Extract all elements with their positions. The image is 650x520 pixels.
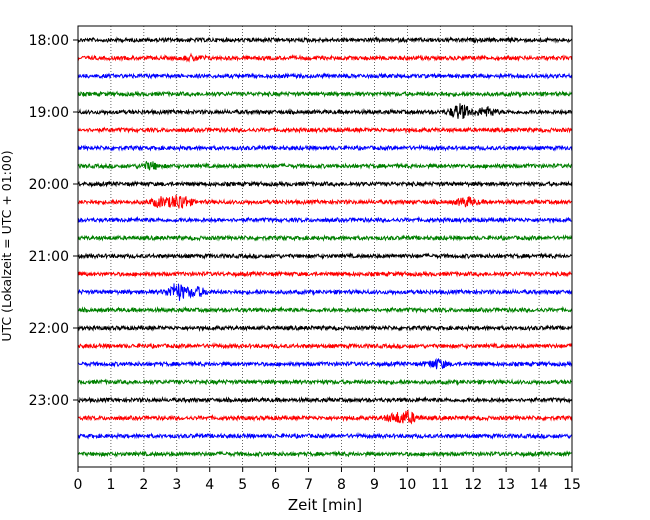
trace-layer [77,36,573,458]
x-tick-label: 6 [271,477,280,493]
x-tick-label: 2 [139,477,148,493]
y-tick-label: 23:00 [29,393,69,409]
x-tick-label: 1 [106,477,115,493]
seismic-trace [77,252,573,260]
seismic-trace [77,215,573,224]
x-tick-label: 11 [431,477,449,493]
y-tick-label: 22:00 [29,321,69,337]
x-tick-label: 13 [497,477,515,493]
y-tick-label: 19:00 [29,105,69,121]
seismic-trace [77,378,573,386]
x-tick-label: 10 [398,477,416,493]
seismic-trace [77,342,573,350]
seismic-trace [77,432,573,440]
x-axis-label: Zeit [min] [288,496,362,514]
seismic-trace [77,90,573,98]
x-tick-label: 5 [238,477,247,493]
plot-frame [77,25,573,468]
x-tick-label: 9 [370,477,379,493]
x-tick-label: 8 [337,477,346,493]
seismic-trace [77,144,573,152]
seismic-trace [77,305,573,314]
y-tick-label: 20:00 [29,177,69,193]
seismic-trace [77,324,573,332]
x-tick-label: 7 [304,477,313,493]
y-tick-label: 18:00 [29,33,69,49]
x-tick-label: 0 [74,477,83,493]
x-tick-label: 15 [563,477,581,493]
seismic-trace [77,36,573,44]
seismic-trace [77,194,573,209]
seismic-trace [77,450,573,458]
seismic-trace [77,160,573,171]
x-tick-label: 3 [172,477,181,493]
x-axis-ticks: 0 1 2 3 4 5 6 7 8 9 10 11 12 13 14 15 [74,467,581,493]
seismic-trace [77,103,573,119]
seismic-trace [77,270,573,278]
seismic-trace [77,52,573,63]
seismic-trace [77,357,573,370]
seismic-trace [77,409,573,425]
seismic-trace [77,72,573,80]
seismic-trace [77,234,573,242]
seismic-trace [77,125,573,134]
y-tick-label: 21:00 [29,249,69,265]
seismic-trace [77,180,573,188]
y-axis-label: UTC (Lokalzeit = UTC + 01:00) [0,150,14,341]
seismic-trace [77,395,573,404]
x-tick-label: 12 [464,477,482,493]
seismic-trace [77,283,573,301]
x-tick-label: 14 [530,477,548,493]
y-axis-ticks: 18:00 19:00 20:00 21:00 22:00 23:00 [29,33,78,409]
x-tick-label: 4 [205,477,214,493]
